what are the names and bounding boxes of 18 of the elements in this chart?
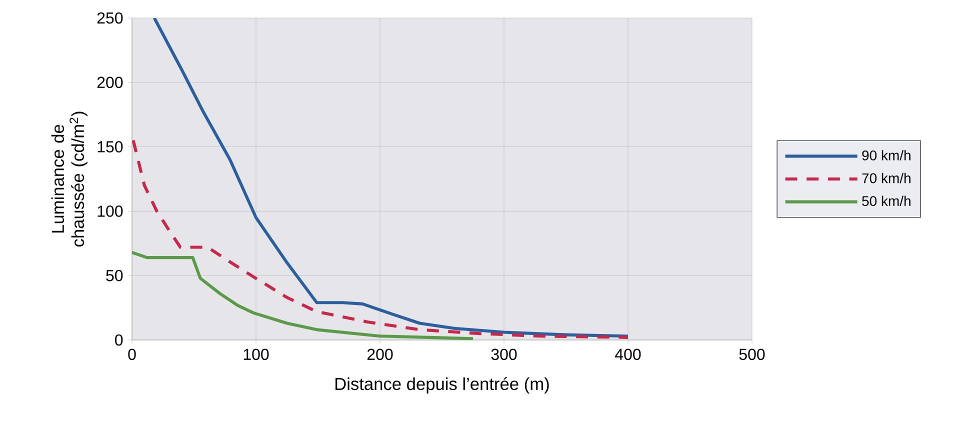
text: 50 km/h [862, 196, 910, 206]
y-tick-label: 0 [115, 334, 123, 346]
y-tick-label: 50 [106, 270, 123, 282]
x-tick-label: 300 [491, 348, 517, 360]
line-series [152, 18, 630, 338]
x-axis-title: Distance depuis l’entrée (m) [336, 377, 549, 394]
y-tick-label: 100 [98, 206, 123, 217]
x-tick-label: 500 [739, 348, 765, 360]
text: 70 km/h [862, 172, 910, 184]
y-tick-label: 150 [98, 141, 123, 152]
x-tick-label: 400 [615, 348, 641, 360]
y-tick-label: 200 [97, 76, 123, 88]
x-tick-label: 200 [367, 348, 393, 360]
x-tick-label: 0 [128, 348, 136, 360]
y-tick-label: 250 [97, 12, 123, 24]
x-tick-label: 100 [244, 348, 269, 360]
text: 90 km/h [862, 150, 910, 160]
y-axis-title: Luminance de chaussée (cd/m$^{2}$) [51, 112, 88, 247]
